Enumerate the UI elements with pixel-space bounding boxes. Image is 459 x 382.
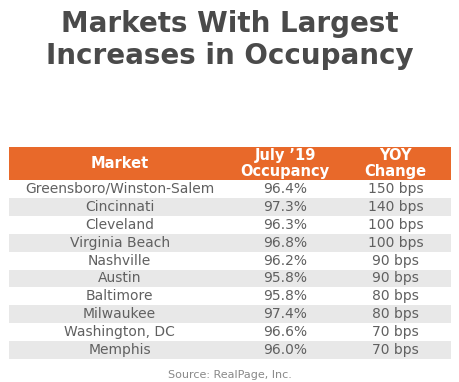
Text: 96.0%: 96.0% [263,343,307,357]
Text: 70 bps: 70 bps [371,325,418,339]
Text: Memphis: Memphis [88,343,151,357]
Text: 97.3%: 97.3% [263,200,307,214]
Text: 97.4%: 97.4% [263,307,307,321]
Text: Austin: Austin [98,272,141,285]
Text: 80 bps: 80 bps [371,307,418,321]
Text: Milwaukee: Milwaukee [83,307,156,321]
Text: 95.8%: 95.8% [263,290,307,303]
Text: Source: RealPage, Inc.: Source: RealPage, Inc. [168,370,291,380]
Text: July ’19
Occupancy: July ’19 Occupancy [240,147,329,180]
Text: 70 bps: 70 bps [371,343,418,357]
Text: 95.8%: 95.8% [263,272,307,285]
Text: Virginia Beach: Virginia Beach [69,236,169,249]
Text: 96.3%: 96.3% [263,218,307,232]
Text: 96.4%: 96.4% [263,182,307,196]
Text: 96.2%: 96.2% [263,254,307,267]
Text: 96.6%: 96.6% [263,325,307,339]
Text: 140 bps: 140 bps [367,200,422,214]
Text: Cleveland: Cleveland [85,218,154,232]
Text: Greensboro/Winston-Salem: Greensboro/Winston-Salem [25,182,214,196]
Text: 96.8%: 96.8% [263,236,307,249]
Text: 90 bps: 90 bps [371,254,418,267]
Text: 80 bps: 80 bps [371,290,418,303]
Text: 150 bps: 150 bps [367,182,422,196]
Text: Nashville: Nashville [88,254,151,267]
Text: 90 bps: 90 bps [371,272,418,285]
Text: Market: Market [90,156,148,171]
Text: 100 bps: 100 bps [367,236,422,249]
Text: Baltimore: Baltimore [86,290,153,303]
Text: YOY
Change: YOY Change [364,147,426,180]
Text: Washington, DC: Washington, DC [64,325,175,339]
Text: 100 bps: 100 bps [367,218,422,232]
Text: Markets With Largest
Increases in Occupancy: Markets With Largest Increases in Occupa… [46,10,413,70]
Text: Cincinnati: Cincinnati [85,200,154,214]
